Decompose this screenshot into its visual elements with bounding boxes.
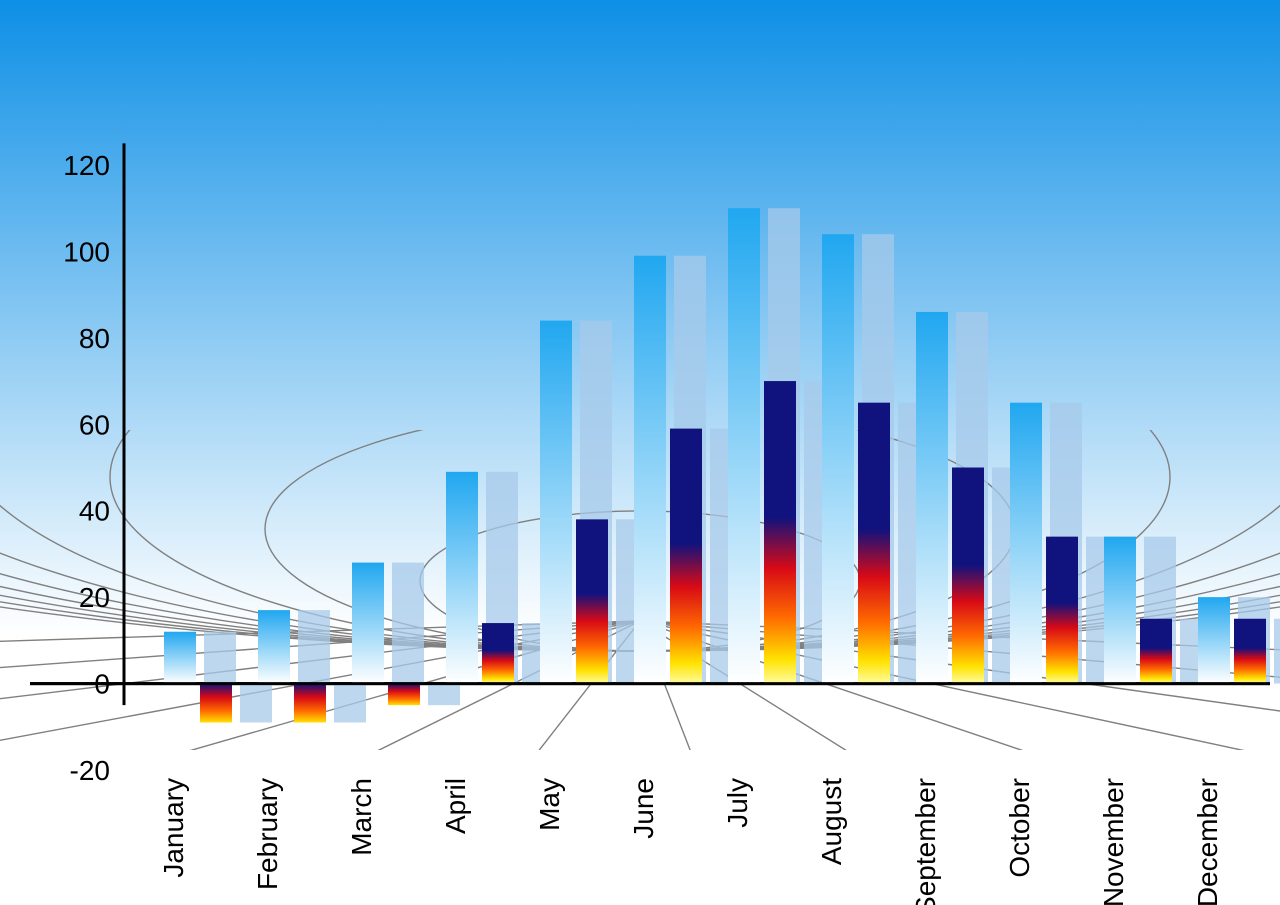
x-tick-label: February bbox=[252, 778, 283, 890]
bar-seriesB bbox=[576, 519, 608, 683]
bar-seriesA bbox=[352, 563, 384, 684]
bar-seriesB bbox=[482, 623, 514, 684]
bar-seriesA bbox=[540, 321, 572, 684]
bar-seriesA bbox=[1104, 537, 1136, 684]
bar-seriesB bbox=[1234, 619, 1266, 684]
bar-seriesB bbox=[294, 684, 326, 723]
x-tick-label: October bbox=[1004, 778, 1035, 878]
bar-seriesB bbox=[858, 403, 890, 684]
bar-seriesB bbox=[670, 429, 702, 684]
bar-seriesA bbox=[1010, 403, 1042, 684]
y-tick-label: 20 bbox=[79, 582, 110, 613]
y-tick-label: 100 bbox=[63, 236, 110, 267]
x-tick-label: January bbox=[158, 778, 189, 878]
y-tick-label: 80 bbox=[79, 323, 110, 354]
bar-seriesA bbox=[1198, 597, 1230, 683]
x-tick-label: April bbox=[440, 778, 471, 834]
bar-seriesA bbox=[164, 632, 196, 684]
bar-seriesA bbox=[446, 472, 478, 684]
x-tick-label: December bbox=[1192, 778, 1223, 905]
bar-seriesB bbox=[952, 468, 984, 684]
chart-container: -20020406080100120JanuaryFebruaryMarchAp… bbox=[0, 0, 1280, 905]
bar-seriesB bbox=[1140, 619, 1172, 684]
x-tick-label: June bbox=[628, 778, 659, 839]
x-tick-label: September bbox=[910, 778, 941, 905]
y-tick-label: 40 bbox=[79, 496, 110, 527]
chart-svg: -20020406080100120JanuaryFebruaryMarchAp… bbox=[0, 0, 1280, 905]
bar-seriesA bbox=[634, 256, 666, 684]
x-tick-label: July bbox=[722, 778, 753, 828]
bar-seriesB bbox=[388, 684, 420, 706]
x-tick-label: May bbox=[534, 778, 565, 831]
y-tick-label: -20 bbox=[70, 755, 110, 786]
bar-seriesB bbox=[764, 381, 796, 683]
x-tick-label: March bbox=[346, 778, 377, 856]
y-tick-label: 120 bbox=[63, 150, 110, 181]
bar-seriesB bbox=[200, 684, 232, 723]
bar-seriesA bbox=[728, 208, 760, 683]
bar-seriesA bbox=[916, 312, 948, 684]
y-tick-label: 60 bbox=[79, 409, 110, 440]
x-tick-label: November bbox=[1098, 778, 1129, 905]
x-tick-label: August bbox=[816, 778, 847, 865]
bar-seriesB bbox=[1046, 537, 1078, 684]
bar-seriesA bbox=[822, 234, 854, 683]
bar-seriesA bbox=[258, 610, 290, 683]
